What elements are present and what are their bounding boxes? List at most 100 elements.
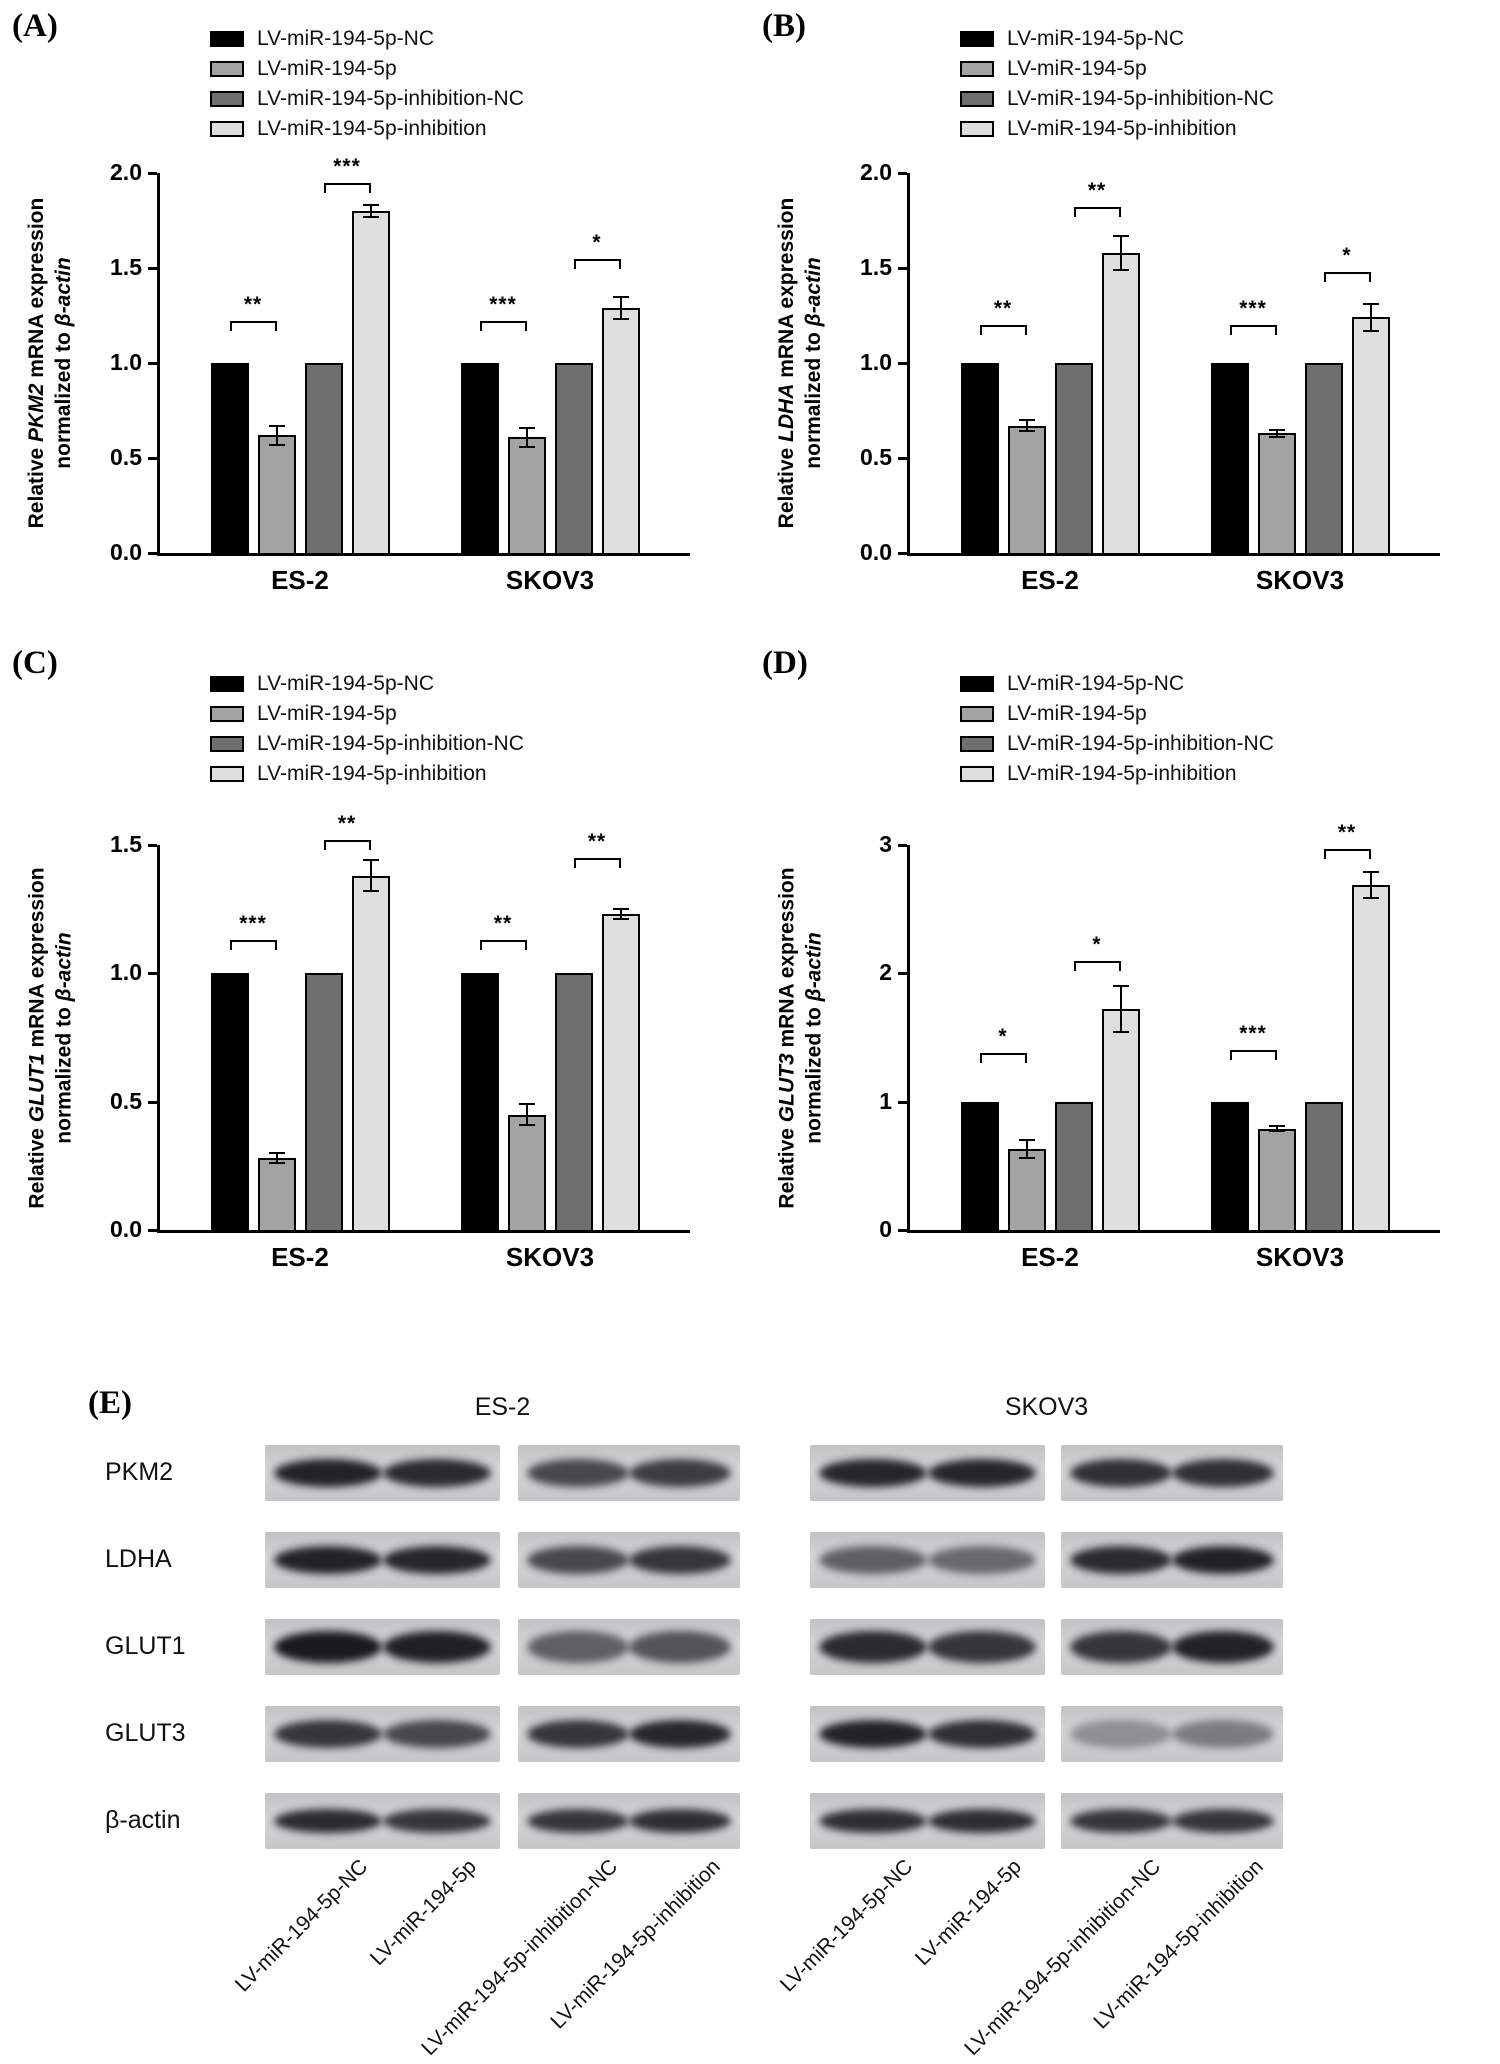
- legend-item: LV-miR-194-5p-NC: [210, 669, 524, 699]
- blot-band: [382, 1720, 491, 1748]
- sig-bracket: [573, 857, 621, 860]
- legend-item: LV-miR-194-5p: [210, 699, 524, 729]
- sig-bracket: [979, 325, 1027, 327]
- sig-bracket: [229, 939, 277, 942]
- y-tick-mark: [148, 972, 157, 976]
- blot-strip: [810, 1793, 1045, 1849]
- x-category-label: SKOV3: [505, 1242, 595, 1272]
- sig-bracket-end: [1368, 271, 1371, 282]
- legend-swatch: [210, 766, 244, 782]
- x-axis-line: [907, 553, 1440, 556]
- sig-bracket-end: [368, 182, 371, 193]
- y-tick-label: 0.5: [110, 1087, 142, 1114]
- x-category-label: ES-2: [1021, 565, 1079, 595]
- sig-bracket: [1073, 960, 1121, 963]
- legend-swatch: [210, 676, 244, 692]
- blot-band: [629, 1631, 732, 1663]
- x-category-label: SKOV3: [505, 565, 595, 595]
- x-category-label: ES-2: [1021, 1242, 1079, 1272]
- blot-strip: [518, 1619, 740, 1675]
- x-category-label: SKOV3: [1255, 565, 1345, 595]
- bar-chart-panel-d: (D) LV-miR-194-5p-NC LV-miR-194-5p LV-miR-1…: [760, 645, 1500, 1340]
- y-tick-mark: [898, 844, 907, 847]
- blot-band: [526, 1631, 629, 1663]
- sig-bracket-end: [1229, 1050, 1232, 1061]
- bar: [507, 437, 546, 553]
- sig-bracket: [1323, 271, 1371, 274]
- bar: [1210, 363, 1249, 553]
- western-blot-panel: (E) ES-2 SKOV3 PKM2 LDHA GLUT1 GLUT3 β-actin LV-…: [0, 1345, 1500, 2064]
- legend-item: LV-miR-194-5p-inhibition: [210, 114, 524, 144]
- blot-band: [629, 1546, 732, 1574]
- bar: [1351, 884, 1390, 1230]
- lane-label: LV-miR-194-5p-NC: [776, 1855, 918, 1997]
- error-bar-line: [1119, 235, 1122, 270]
- sig-stars: ***: [489, 293, 517, 317]
- error-bar-line: [369, 860, 372, 892]
- legend-label: LV-miR-194-5p-inhibition: [257, 117, 487, 140]
- blot-row-label: GLUT3: [105, 1719, 186, 1747]
- error-bar-line: [275, 1153, 278, 1164]
- bar: [1351, 317, 1390, 553]
- error-bar-cap-top: [1018, 1139, 1035, 1142]
- legend-swatch: [960, 31, 994, 47]
- y-tick-mark: [148, 457, 157, 460]
- legend-swatch: [210, 736, 244, 752]
- blot-strip: [518, 1532, 740, 1588]
- blot-strip: [265, 1532, 500, 1588]
- error-bar-cap-bottom: [1268, 436, 1285, 439]
- legend-label: LV-miR-194-5p-inhibition: [1007, 117, 1237, 140]
- error-bar-cap-bottom: [362, 890, 379, 893]
- y-tick-label: 3: [879, 831, 892, 857]
- error-bar-cap-top: [1112, 234, 1129, 237]
- y-tick-mark: [898, 172, 907, 175]
- sig-stars: **: [243, 293, 263, 317]
- blot-strip: [265, 1793, 500, 1849]
- bar-chart-panel-b: (B) LV-miR-194-5p-NC LV-miR-194-5p LV-miR-1…: [760, 8, 1500, 640]
- bar: [1304, 1101, 1343, 1230]
- legend-swatch: [960, 61, 994, 77]
- blot-band: [927, 1720, 1036, 1748]
- error-bar-cap-bottom: [362, 215, 379, 218]
- sig-stars: **: [993, 297, 1013, 320]
- sig-bracket-end: [573, 857, 576, 868]
- legend: LV-miR-194-5p-NC LV-miR-194-5p LV-miR-194-…: [210, 669, 524, 789]
- sig-bracket-end: [1073, 960, 1076, 971]
- sig-bracket-end: [1118, 207, 1121, 218]
- error-bar-cap-top: [362, 859, 379, 862]
- blot-strip: [810, 1706, 1045, 1762]
- lane-label: LV-miR-194-5p: [910, 1855, 1026, 1971]
- legend-item: LV-miR-194-5p-inhibition-NC: [960, 729, 1274, 759]
- y-tick-mark: [898, 267, 907, 270]
- bar: [1257, 1128, 1296, 1230]
- bar: [960, 363, 999, 553]
- y-tick-label: 0.0: [860, 539, 892, 565]
- legend-swatch: [960, 736, 994, 752]
- sig-bracket-end: [618, 857, 621, 868]
- sig-stars: ***: [1239, 1022, 1267, 1046]
- bar: [554, 363, 593, 553]
- error-bar-line: [619, 296, 622, 320]
- sig-bracket-end: [979, 325, 982, 335]
- plot-area: 0.0 0.5 1.0 1.5 2.0 ES-2 SKOV3 ** ** *** *: [860, 159, 1440, 595]
- sig-bracket-end: [573, 258, 576, 269]
- blot-band: [819, 1459, 928, 1487]
- bar: [1304, 363, 1343, 553]
- bar: [1054, 363, 1093, 553]
- sig-bracket-end: [274, 939, 277, 950]
- legend-label: LV-miR-194-5p-NC: [1007, 27, 1184, 50]
- error-bar-line: [1119, 986, 1122, 1033]
- bar: [1257, 433, 1296, 553]
- sig-bracket-end: [979, 1052, 982, 1063]
- blot-band: [819, 1546, 928, 1574]
- error-bar-line: [1275, 1126, 1278, 1132]
- sig-bracket-end: [1274, 325, 1277, 335]
- blot-strip: [810, 1532, 1045, 1588]
- sig-stars: ***: [239, 911, 267, 935]
- y-axis-title: Relative GLUT1 mRNA expression normalized…: [25, 866, 75, 1209]
- sig-bracket-end: [1274, 1050, 1277, 1061]
- y-tick-label: 2: [879, 959, 892, 986]
- blot-band: [1069, 1459, 1172, 1487]
- blot-strip: [1061, 1706, 1283, 1762]
- y-tick-label: 1.0: [110, 349, 142, 375]
